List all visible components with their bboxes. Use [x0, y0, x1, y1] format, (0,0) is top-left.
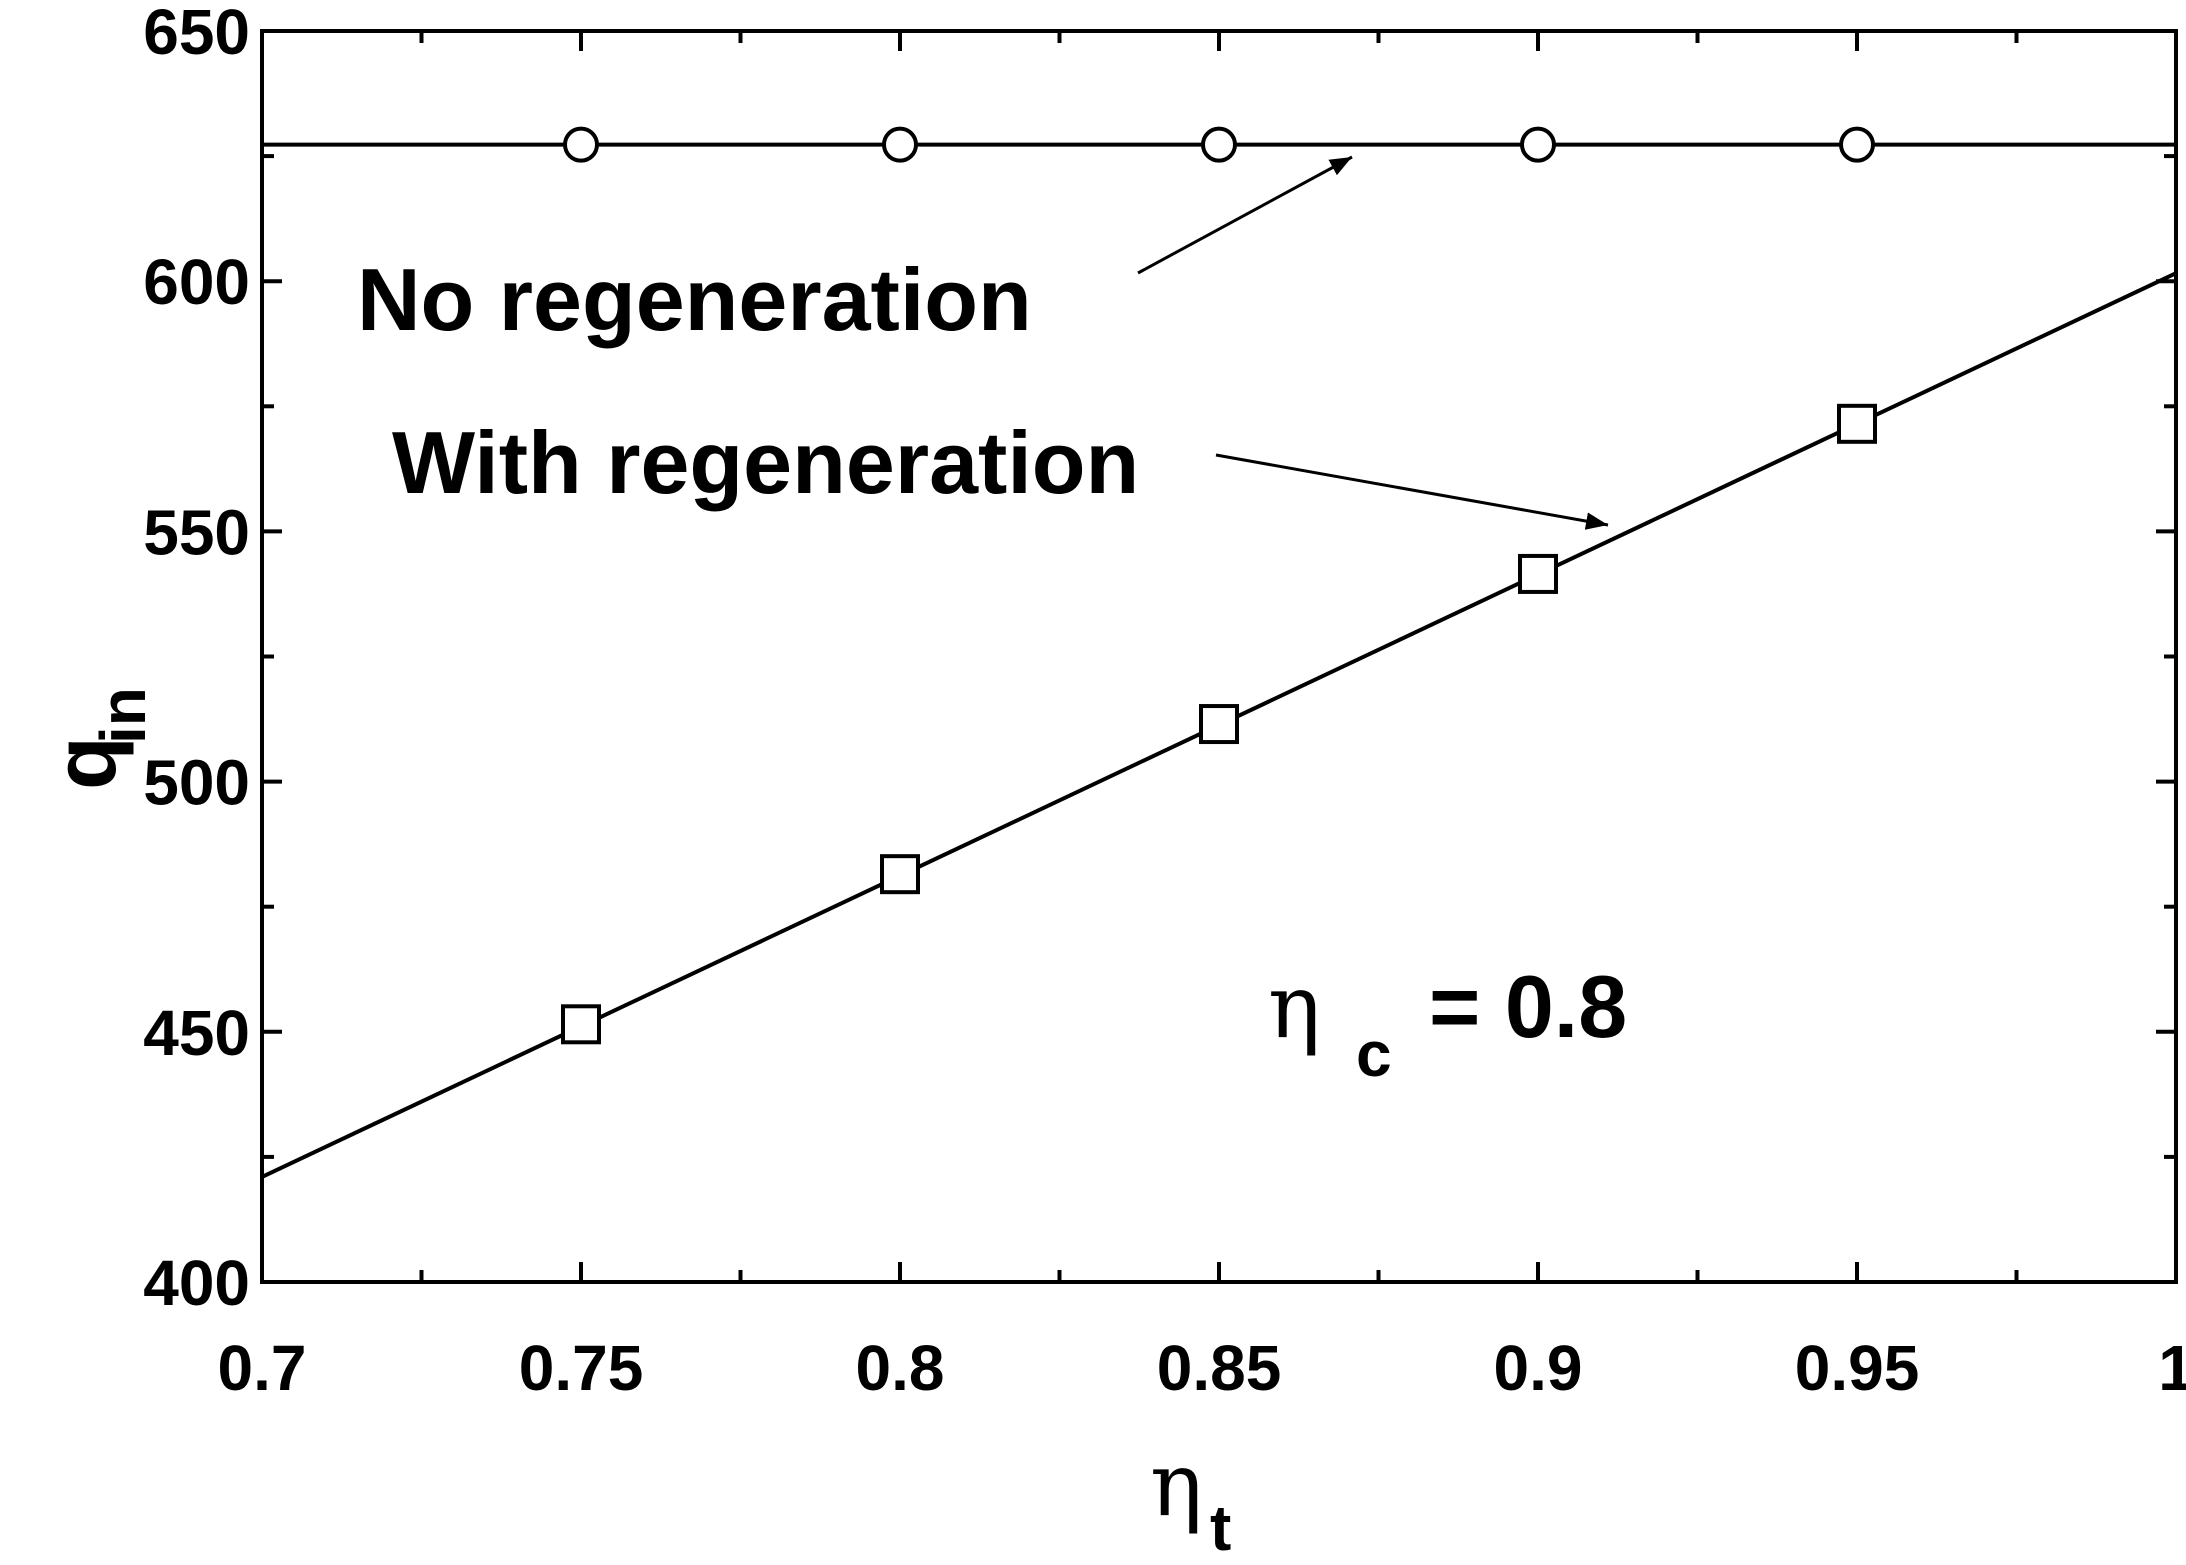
marker [1839, 126, 1875, 163]
y-tick-label: 500 [143, 747, 250, 819]
arrow [1137, 155, 1353, 275]
y-axis-label-subscript: in [87, 687, 159, 744]
marker [1520, 126, 1556, 163]
y-tick-label: 600 [143, 246, 250, 318]
annotation: No regeneration [357, 250, 1032, 349]
marker [563, 126, 599, 163]
annotation-subscript: c [1356, 1018, 1392, 1090]
y-tick-label: 550 [143, 496, 250, 568]
marker [1837, 403, 1877, 444]
marker [1199, 704, 1239, 745]
x-tick-label: 0.85 [1157, 1332, 1282, 1404]
annotation-symbol: η [1268, 955, 1321, 1058]
marker [880, 854, 920, 895]
x-tick-label: 1 [2158, 1332, 2186, 1404]
annotation-text: = 0.8 [1429, 957, 1627, 1056]
x-tick-label: 0.7 [218, 1332, 307, 1404]
plot-frame [260, 29, 2178, 1284]
marker [561, 1004, 601, 1045]
y-axis-label: q [35, 736, 134, 790]
marker [1201, 126, 1237, 163]
y-tick-label: 650 [143, 0, 250, 68]
x-tick-label: 0.95 [1795, 1332, 1920, 1404]
x-tick-label: 0.8 [856, 1332, 945, 1404]
y-tick-label: 450 [143, 997, 250, 1069]
annotation: With regeneration [392, 413, 1139, 512]
x-axis-label-subscript: t [1210, 1492, 1231, 1564]
x-axis-label: η [1150, 1433, 1203, 1536]
arrow [1215, 453, 1609, 530]
y-tick-label: 400 [143, 1247, 250, 1319]
x-tick-label: 0.75 [519, 1332, 644, 1404]
x-tick-label: 0.9 [1494, 1332, 1583, 1404]
marker [882, 126, 918, 163]
marker [1518, 553, 1558, 594]
